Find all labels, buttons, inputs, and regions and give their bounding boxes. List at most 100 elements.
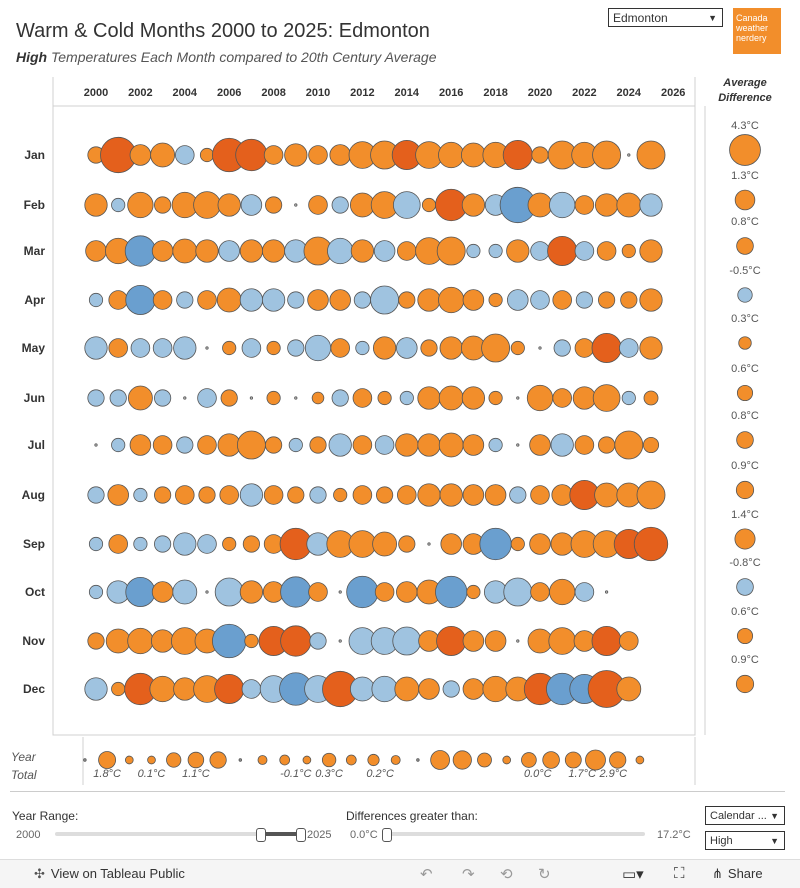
measure-dropdown[interactable]: High ▼ (705, 831, 785, 850)
view-on-tableau-link[interactable]: ✣ View on Tableau Public (34, 866, 185, 882)
bubble[interactable] (350, 239, 375, 263)
bubble[interactable] (346, 575, 379, 609)
bubble[interactable] (574, 338, 595, 358)
bubble[interactable] (619, 631, 639, 651)
bubble[interactable] (553, 339, 571, 357)
bubble[interactable] (130, 338, 151, 358)
year-total-bubble[interactable] (609, 751, 627, 769)
bubble[interactable] (235, 138, 268, 172)
bubble[interactable] (395, 433, 419, 457)
bubble[interactable] (107, 484, 129, 506)
bubble[interactable] (266, 390, 281, 406)
bubble[interactable] (592, 140, 622, 170)
bubble[interactable] (280, 625, 312, 657)
bubble[interactable] (439, 483, 463, 507)
bubble[interactable] (197, 435, 217, 455)
bubble[interactable] (370, 285, 400, 315)
bubble[interactable] (510, 340, 525, 356)
bubble[interactable] (481, 333, 511, 363)
bubble[interactable] (152, 435, 173, 455)
bubble[interactable] (151, 581, 174, 603)
bubble[interactable] (643, 390, 659, 406)
avg-bubble[interactable] (729, 134, 761, 166)
bubble[interactable] (239, 239, 264, 263)
bubble[interactable] (417, 433, 441, 457)
avg-bubble[interactable] (734, 528, 756, 550)
bubble[interactable] (294, 396, 298, 400)
year-total-bubble[interactable] (302, 755, 312, 765)
bubble[interactable] (597, 436, 616, 454)
bubble[interactable] (154, 535, 172, 553)
avg-bubble[interactable] (738, 336, 752, 350)
bubble[interactable] (197, 388, 217, 408)
year-range-track[interactable] (55, 832, 305, 836)
bubble[interactable] (436, 625, 467, 657)
bubble[interactable] (327, 237, 354, 265)
bubble[interactable] (461, 193, 486, 217)
bubble[interactable] (309, 486, 327, 504)
bubble[interactable] (216, 287, 242, 313)
bubble[interactable] (127, 191, 154, 219)
bubble[interactable] (127, 627, 154, 655)
bubble[interactable] (591, 332, 622, 364)
bubble[interactable] (614, 430, 644, 460)
bubble[interactable] (266, 340, 281, 356)
bubble[interactable] (87, 389, 105, 407)
bubble[interactable] (152, 290, 173, 310)
bubble[interactable] (462, 678, 485, 700)
bubble[interactable] (479, 527, 512, 561)
bubble[interactable] (152, 338, 173, 358)
bubble[interactable] (627, 153, 631, 157)
bubble[interactable] (242, 535, 260, 553)
diff-threshold-handle[interactable] (382, 828, 392, 842)
bubble[interactable] (149, 675, 176, 703)
bubble[interactable] (173, 336, 197, 360)
bubble[interactable] (574, 241, 595, 261)
bubble[interactable] (529, 434, 551, 456)
fullscreen-icon[interactable]: ⛶ (674, 865, 685, 882)
year-total-bubble[interactable] (83, 758, 87, 762)
bubble[interactable] (604, 590, 609, 594)
year-range-handle-end[interactable] (296, 828, 306, 842)
bubble[interactable] (591, 625, 622, 657)
avg-bubble[interactable] (736, 578, 754, 596)
bubble[interactable] (85, 240, 107, 262)
bubble[interactable] (462, 484, 485, 506)
bubble[interactable] (111, 197, 126, 213)
bubble[interactable] (435, 575, 468, 609)
bubble[interactable] (195, 239, 219, 263)
bubble[interactable] (438, 141, 465, 169)
bubble[interactable] (352, 435, 373, 455)
device-icon[interactable]: ▭▾ (622, 866, 644, 883)
bubble[interactable] (349, 676, 375, 702)
bubble[interactable] (438, 286, 465, 314)
bubble[interactable] (183, 396, 187, 400)
bubble[interactable] (220, 389, 238, 407)
bubble[interactable] (329, 144, 351, 166)
year-total-bubble[interactable] (585, 749, 606, 771)
year-total-bubble[interactable] (321, 752, 337, 768)
bubble[interactable] (175, 485, 195, 505)
bubble[interactable] (331, 196, 349, 214)
bubble[interactable] (373, 240, 396, 262)
avg-bubble[interactable] (736, 627, 754, 645)
bubble[interactable] (516, 396, 520, 400)
bubble[interactable] (214, 577, 244, 607)
bubble[interactable] (417, 483, 441, 507)
bubble[interactable] (421, 197, 437, 213)
bubble[interactable] (304, 334, 332, 362)
year-total-bubble[interactable] (367, 753, 380, 767)
bubble[interactable] (552, 388, 572, 408)
bubble[interactable] (308, 195, 328, 215)
bubble[interactable] (309, 436, 327, 454)
bubble[interactable] (154, 196, 172, 214)
bubble[interactable] (418, 678, 440, 700)
bubble[interactable] (261, 288, 286, 312)
bubble[interactable] (550, 433, 574, 457)
bubble[interactable] (287, 486, 305, 504)
bubble[interactable] (125, 284, 156, 316)
bubble[interactable] (507, 289, 529, 311)
bubble[interactable] (510, 536, 525, 552)
bubble[interactable] (548, 627, 576, 655)
bubble[interactable] (287, 291, 305, 309)
